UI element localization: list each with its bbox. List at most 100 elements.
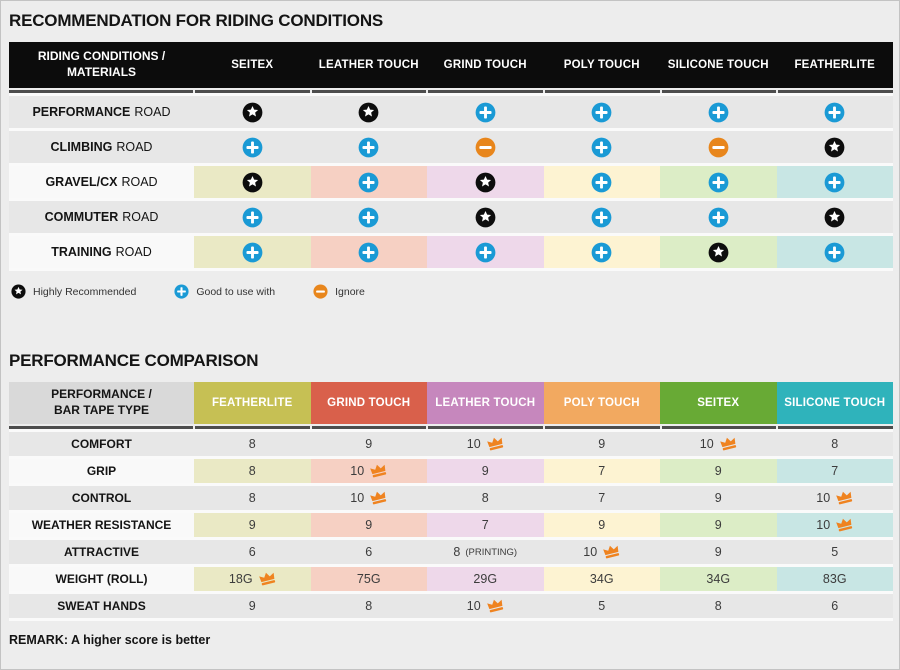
riding-condition-label: COMMUTER ROAD	[9, 201, 194, 233]
recommendation-cell	[660, 166, 777, 198]
crown-icon	[836, 518, 853, 532]
score-cell: 8	[194, 459, 311, 483]
score-value: 9	[714, 491, 722, 505]
header-label-line2: BAR TAPE TYPE	[53, 403, 150, 417]
score-cell: 6	[776, 594, 893, 618]
score-value: 34G	[589, 572, 614, 586]
star-icon	[242, 172, 263, 192]
minus-icon	[475, 137, 496, 157]
score-cell: 9	[660, 459, 777, 483]
performance-comparison-table: PERFORMANCE / BAR TAPE TYPE FEATHERLITE G…	[9, 382, 894, 621]
legend-item: Good to use with	[174, 284, 275, 299]
performance-body: COMFORT 8 9 10 9 10 8 GRIP 8 10 9 7 9 7 CONTROL 8 10 8 7 9 1…	[9, 429, 893, 621]
score-cell: 10	[776, 513, 893, 537]
score-cell: 10	[543, 540, 660, 564]
recommendation-cell	[543, 201, 660, 233]
score-value: 7	[598, 464, 606, 478]
score-value: 10	[816, 518, 831, 532]
plus-icon	[591, 207, 612, 227]
score-value: 8	[248, 464, 256, 478]
score-cell: 10	[427, 432, 544, 456]
score-cell: 8	[660, 594, 777, 618]
plus-icon	[174, 284, 189, 299]
recommendation-cell	[543, 166, 660, 198]
header-label-line2: MATERIALS	[66, 65, 137, 79]
score-cell: 7	[776, 459, 893, 483]
performance-metric-label: WEATHER RESISTANCE	[9, 513, 194, 537]
score-value: 9	[365, 518, 373, 532]
score-value: 8	[453, 545, 461, 559]
score-cell: 9	[543, 432, 660, 456]
recommendation-cell	[194, 166, 311, 198]
recommendation-cell	[310, 201, 427, 233]
crown-icon	[603, 545, 620, 559]
star-icon	[475, 172, 496, 192]
score-cell: 8	[310, 594, 427, 618]
score-value: 7	[831, 464, 839, 478]
score-cell: 9	[543, 513, 660, 537]
score-cell: 9	[660, 513, 777, 537]
divider-segment	[9, 426, 193, 429]
score-cell: 5	[543, 594, 660, 618]
score-cell: 9	[660, 540, 777, 564]
score-cell: 10	[310, 459, 427, 483]
bar-tape-column-header: SILICONE TOUCH	[776, 382, 893, 424]
divider-segment	[661, 90, 777, 93]
score-cell: 6	[310, 540, 427, 564]
recommendation-cell	[776, 96, 893, 128]
score-cell: 8	[194, 432, 311, 456]
score-suffix: (PRINTING)	[465, 546, 518, 558]
score-value: 8	[365, 599, 373, 613]
plus-icon	[242, 207, 263, 227]
recommendation-cell	[194, 201, 311, 233]
performance-metric-label: ATTRACTIVE	[9, 540, 194, 564]
recommendation-cell	[194, 131, 311, 163]
star-icon	[242, 102, 263, 122]
riding-condition-row: CLIMBING ROAD	[9, 131, 893, 163]
plus-icon	[591, 242, 612, 262]
score-value: 10	[466, 599, 481, 613]
recommendation-cell	[543, 236, 660, 268]
riding-condition-row: COMMUTER ROAD	[9, 201, 893, 233]
bar-tape-column-header: FEATHERLITE	[194, 382, 311, 424]
plus-icon	[708, 207, 729, 227]
riding-condition-label: GRAVEL/CX ROAD	[9, 166, 194, 198]
divider-segment	[428, 90, 544, 93]
score-cell: 9	[660, 486, 777, 510]
score-value: 7	[481, 518, 489, 532]
legend: Highly Recommended Good to use with Ignore	[11, 284, 891, 299]
recommendation-cell	[776, 236, 893, 268]
star-icon	[11, 284, 26, 299]
recommendation-cell	[427, 236, 544, 268]
score-cell: 6	[194, 540, 311, 564]
riding-conditions-table: RIDING CONDITIONS / MATERIALS SEITEX LEAT…	[9, 42, 894, 271]
crown-icon	[719, 437, 736, 451]
star-icon	[708, 242, 729, 262]
score-value: 5	[831, 545, 839, 559]
performance-metric-label: GRIP	[9, 459, 194, 483]
crown-icon	[836, 491, 853, 505]
material-column-header: POLY TOUCH	[563, 59, 640, 71]
plus-icon	[591, 102, 612, 122]
divider-segment	[195, 90, 310, 93]
score-cell: 9	[194, 513, 311, 537]
bar-tape-column-header: GRIND TOUCH	[310, 382, 427, 424]
header-label-line1: RIDING CONDITIONS /	[37, 49, 166, 64]
performance-header-label: PERFORMANCE / BAR TAPE TYPE	[9, 382, 194, 424]
plus-icon	[358, 137, 379, 157]
recommendation-cell	[427, 96, 544, 128]
score-value: 9	[248, 599, 256, 613]
score-value: 9	[714, 545, 722, 559]
performance-row: COMFORT 8 9 10 9 10 8	[9, 432, 893, 456]
score-cell: 10	[776, 486, 893, 510]
score-cell: 18G	[194, 567, 311, 591]
score-value: 7	[598, 491, 606, 505]
bar-tape-column-header: SEITEX	[660, 382, 777, 424]
recommendation-cell	[310, 236, 427, 268]
score-cell: 8 (PRINTING)	[427, 540, 544, 564]
performance-header-row: PERFORMANCE / BAR TAPE TYPE FEATHERLITE G…	[9, 382, 893, 424]
score-cell: 9	[310, 513, 427, 537]
recommendation-cell	[660, 201, 777, 233]
score-value: 29G	[473, 572, 498, 586]
